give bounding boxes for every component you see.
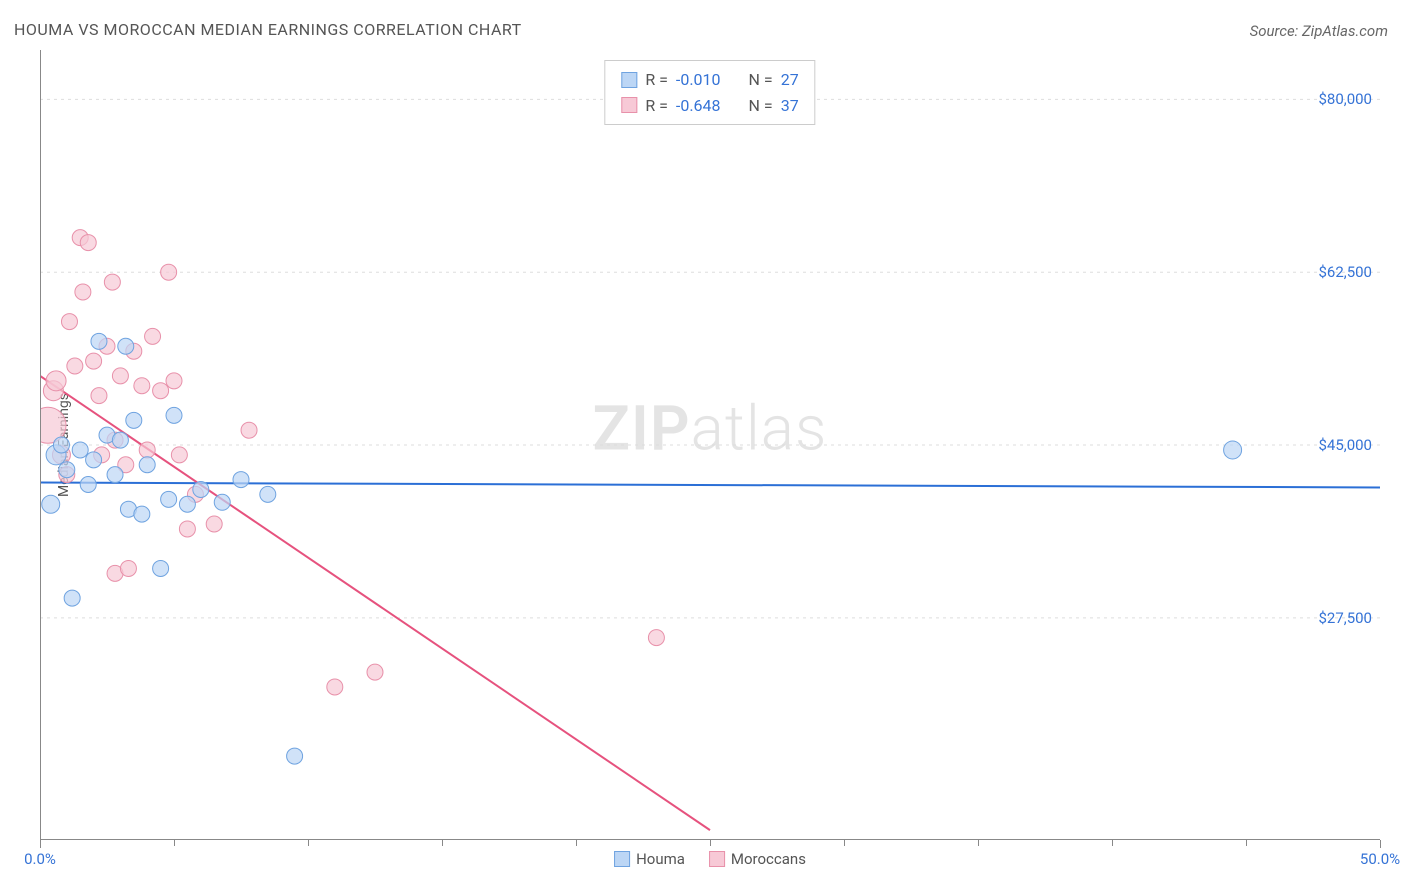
x-tick-label: 0.0% [24, 850, 56, 868]
legend-houma: Houma [614, 850, 685, 868]
x-major-tick [40, 840, 41, 848]
x-tick-label: 50.0% [1360, 850, 1400, 868]
moroccans-swatch [709, 851, 725, 867]
x-major-tick [1380, 840, 1381, 848]
r-label: R = [645, 93, 668, 119]
moroccans-n-value: 37 [781, 93, 799, 119]
y-tick-label: $45,000 [1318, 436, 1372, 454]
moroccans-label: Moroccans [731, 850, 806, 868]
chart-area: Median Earnings ZIPatlas $80,000$62,500$… [40, 50, 1380, 840]
stats-row-moroccans: R = -0.648 N = 37 [621, 93, 798, 119]
x-minor-tick [442, 840, 443, 846]
legend: Houma Moroccans [614, 850, 806, 868]
r-label: R = [645, 67, 668, 93]
moroccans-r-value: -0.648 [676, 93, 721, 119]
y-tick-label: $27,500 [1318, 609, 1372, 627]
moroccans-swatch [621, 97, 637, 113]
n-label: N = [749, 93, 773, 119]
houma-n-value: 27 [781, 67, 799, 93]
x-minor-tick [1112, 840, 1113, 846]
x-minor-tick [844, 840, 845, 846]
x-minor-tick [710, 840, 711, 846]
chart-title: HOUMA VS MOROCCAN MEDIAN EARNINGS CORREL… [14, 20, 522, 39]
houma-r-value: -0.010 [676, 67, 721, 93]
source-label: Source: ZipAtlas.com [1250, 22, 1388, 40]
x-minor-tick [576, 840, 577, 846]
n-label: N = [749, 67, 773, 93]
x-minor-tick [978, 840, 979, 846]
x-minor-tick [174, 840, 175, 846]
legend-moroccans: Moroccans [709, 850, 806, 868]
y-tick-label: $80,000 [1318, 90, 1372, 108]
y-axis-line [40, 50, 41, 840]
stats-row-houma: R = -0.010 N = 27 [621, 67, 798, 93]
y-tick-label: $62,500 [1318, 263, 1372, 281]
x-minor-tick [1246, 840, 1247, 846]
houma-swatch [614, 851, 630, 867]
stats-box: R = -0.010 N = 27 R = -0.648 N = 37 [604, 60, 815, 125]
houma-swatch [621, 72, 637, 88]
x-minor-tick [308, 840, 309, 846]
scatter-plot [40, 50, 1380, 840]
houma-label: Houma [636, 850, 685, 868]
